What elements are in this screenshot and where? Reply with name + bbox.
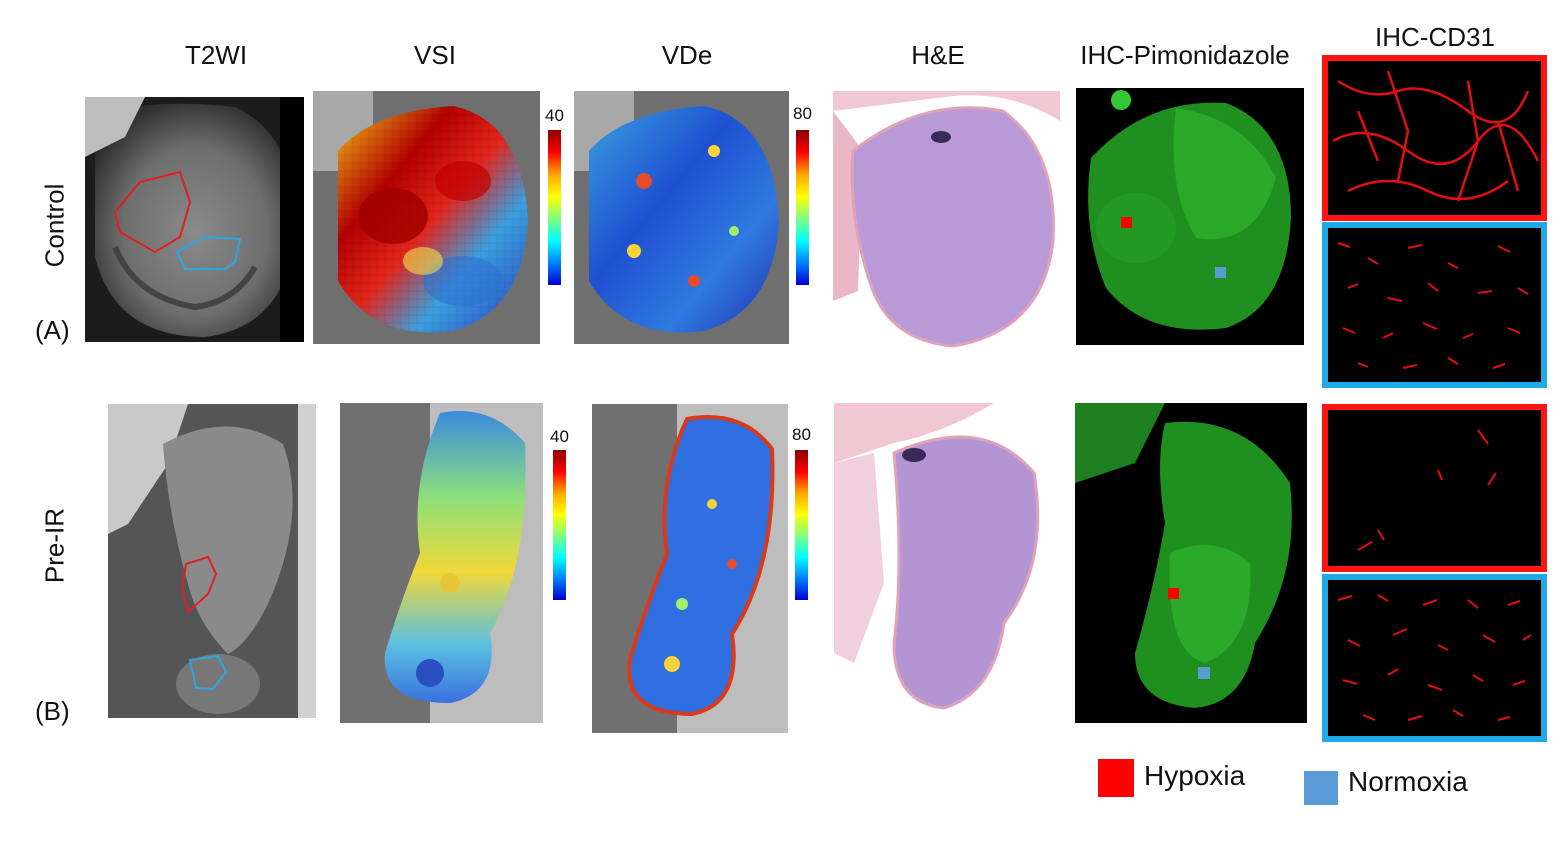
hypoxia-marker-control (1121, 217, 1132, 228)
pimonidazole-image-preir (1075, 403, 1307, 723)
vde-colorbar-max-preir: 80 (792, 425, 811, 444)
row-label-preir: Pre-IR (39, 507, 70, 584)
vsi-colorbar-control (548, 130, 561, 285)
normoxia-marker-preir (1198, 667, 1210, 679)
header-vsi: VSI (414, 40, 456, 70)
panel-label-b: (B) (35, 696, 70, 726)
t2wi-image-preir (108, 404, 316, 718)
vde-colorbar-preir (795, 450, 808, 600)
roi-normoxia-outline (175, 235, 242, 270)
vde-map-control (574, 91, 789, 344)
cd31-hypoxia-image-preir (1322, 404, 1547, 572)
he-image-control (833, 91, 1060, 357)
cd31-normoxia-image-preir (1322, 574, 1547, 742)
pimonidazole-image-control (1076, 88, 1304, 345)
vsi-colorbar-max-control: 40 (545, 106, 564, 125)
cd31-normoxia-image-control (1322, 222, 1547, 388)
vde-colorbar-control (796, 130, 809, 285)
panel-label-a: (A) (35, 315, 70, 345)
vsi-map-control (313, 91, 540, 344)
row-label-control: Control (39, 183, 70, 268)
legend-hypoxia-swatch (1098, 759, 1134, 797)
vde-map-preir (592, 404, 788, 733)
normoxia-marker-control (1215, 267, 1226, 278)
legend-normoxia-swatch (1304, 771, 1338, 805)
vde-colorbar-max-control: 80 (793, 104, 812, 123)
header-vde: VDe (661, 40, 713, 70)
header-pimonidazole: IHC-Pimonidazole (1080, 40, 1290, 70)
roi-normoxia-outline (188, 654, 228, 691)
header-cd31: IHC-CD31 (1375, 22, 1495, 52)
he-image-preir (834, 403, 1054, 720)
cd31-hypoxia-image-control (1322, 55, 1547, 221)
legend-hypoxia-label: Hypoxia (1144, 760, 1246, 791)
roi-hypoxia-outline (113, 170, 192, 254)
hypoxia-marker-preir (1168, 588, 1179, 599)
legend-normoxia-label: Normoxia (1348, 766, 1468, 797)
roi-hypoxia-outline (180, 555, 218, 614)
header-t2wi: T2WI (184, 40, 248, 70)
vsi-colorbar-preir (553, 450, 566, 600)
vsi-map-preir (340, 403, 543, 723)
header-he: H&E (911, 40, 965, 70)
vsi-colorbar-max-preir: 40 (550, 427, 569, 446)
t2wi-image-control (85, 97, 304, 342)
